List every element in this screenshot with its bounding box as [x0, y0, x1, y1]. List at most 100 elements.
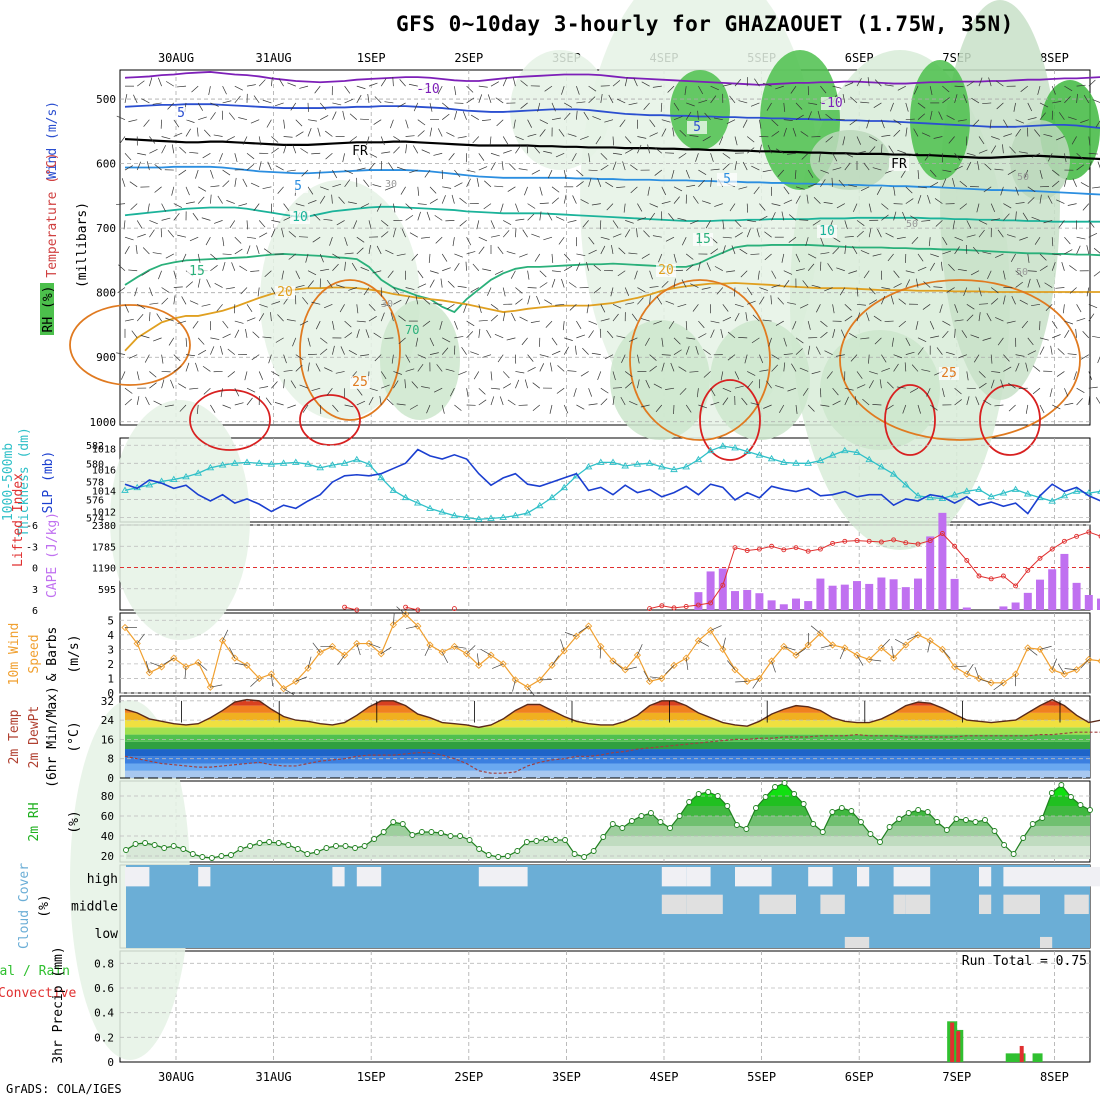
rh-point [572, 852, 577, 857]
wind-barb [540, 363, 544, 371]
wind-barb [219, 153, 222, 161]
wind-barb [1077, 388, 1085, 393]
wind-barb [189, 152, 198, 153]
date-label-top: 1SEP [357, 51, 386, 65]
wind-barb [153, 338, 161, 341]
wind-barb [251, 183, 259, 187]
date-label-bottom: 30AUG [158, 1070, 194, 1084]
wind-barb [458, 136, 467, 138]
cape-bar [731, 591, 739, 610]
wind-barb [343, 153, 345, 162]
wind-barb [174, 295, 175, 304]
cloud-gap [735, 867, 772, 886]
cape-bar [829, 586, 837, 610]
li-tick-label: -6 [26, 521, 38, 532]
rh-point [295, 847, 300, 852]
wind-barb [162, 380, 164, 389]
rh-point [410, 833, 415, 838]
wind-barb [1062, 262, 1065, 271]
cape-bar [768, 600, 776, 610]
li-tick-label: -3 [26, 542, 38, 553]
li-tick-label: 0 [32, 564, 38, 575]
wind-barb [381, 79, 386, 87]
cloud-gap [491, 867, 528, 886]
wind-barb [613, 661, 622, 669]
rh-point [438, 831, 443, 836]
wind-barb [125, 319, 134, 321]
wind-barb [247, 318, 255, 321]
wind-barb [460, 220, 467, 226]
cape-tick-label: 2380 [92, 521, 116, 532]
wind-barb [442, 187, 451, 189]
temp-band [120, 727, 1090, 734]
slp-tick-label: 1014 [92, 487, 116, 498]
wind-barb [162, 288, 170, 293]
wind-barb [247, 164, 254, 170]
wind-barb [174, 213, 180, 220]
contour-label-wind: 5 [693, 120, 701, 135]
wind-barb [223, 262, 225, 271]
wind-barb [210, 186, 219, 187]
wind-barb [418, 120, 425, 125]
wind-barb [531, 234, 539, 237]
precip-convective-bar [950, 1023, 954, 1062]
axis-label-2m-temp: 2m Temp [7, 709, 22, 764]
cape-bar [951, 579, 959, 610]
wind-barb [519, 169, 528, 170]
rh-point [381, 830, 386, 835]
wind-barb [174, 366, 181, 371]
wind-barb [589, 321, 597, 324]
wind-barb [552, 198, 559, 204]
wind-barb [418, 187, 419, 196]
contour-label-rh: 50 [906, 219, 918, 230]
wind-barb [284, 204, 289, 211]
wind-barb [473, 136, 479, 143]
wind-barb [247, 153, 254, 159]
wind-barb [601, 399, 607, 405]
wind-barb [600, 646, 601, 658]
contour-label-rh: 70 [405, 323, 419, 337]
wind-barb [1087, 245, 1089, 254]
wind-tick-label: 1 [107, 672, 114, 685]
wind-barb [1089, 396, 1090, 405]
cape-bar [853, 581, 861, 610]
wind-barb [125, 246, 130, 254]
rh-point [696, 792, 701, 797]
wind-barb [137, 153, 146, 155]
wind-barb [501, 204, 504, 213]
wind-barb [479, 247, 484, 254]
wind-barb [193, 321, 198, 328]
cloud-gap [198, 867, 210, 886]
wind-barb [247, 304, 252, 311]
rh-point [343, 844, 348, 849]
wind-barb [466, 262, 467, 271]
wind-barb [503, 220, 511, 224]
rh-point [1088, 808, 1093, 813]
wind-barb [393, 136, 401, 141]
cloud-gap [845, 937, 869, 948]
wind-barb [235, 321, 244, 323]
rh-tick-label: 20 [101, 850, 114, 863]
precip-convective-bar [1020, 1046, 1024, 1062]
rh-point [1011, 852, 1016, 857]
temp-tick-label: 32 [101, 695, 114, 708]
wind-barb [1033, 366, 1040, 372]
wind-barb [189, 388, 198, 389]
wind-barb [169, 338, 174, 346]
wind-barb [498, 355, 503, 362]
wind-barb [268, 162, 272, 170]
wind-barb [515, 146, 520, 153]
axis-label-slp: SLP (mb) [41, 451, 56, 514]
wind-barb [559, 237, 564, 244]
wind-barb [271, 136, 278, 142]
date-label-bottom: 2SEP [454, 1070, 483, 1084]
wind-barb [393, 147, 399, 153]
wind-barb [436, 237, 442, 243]
wind-barb [508, 187, 516, 192]
wind-barb [332, 103, 341, 105]
wind-barb [223, 405, 231, 408]
wind-barb [418, 130, 425, 136]
wind-barb [143, 247, 149, 253]
wind-barb [287, 83, 295, 86]
precip-tick-label: 0 [107, 1056, 114, 1069]
